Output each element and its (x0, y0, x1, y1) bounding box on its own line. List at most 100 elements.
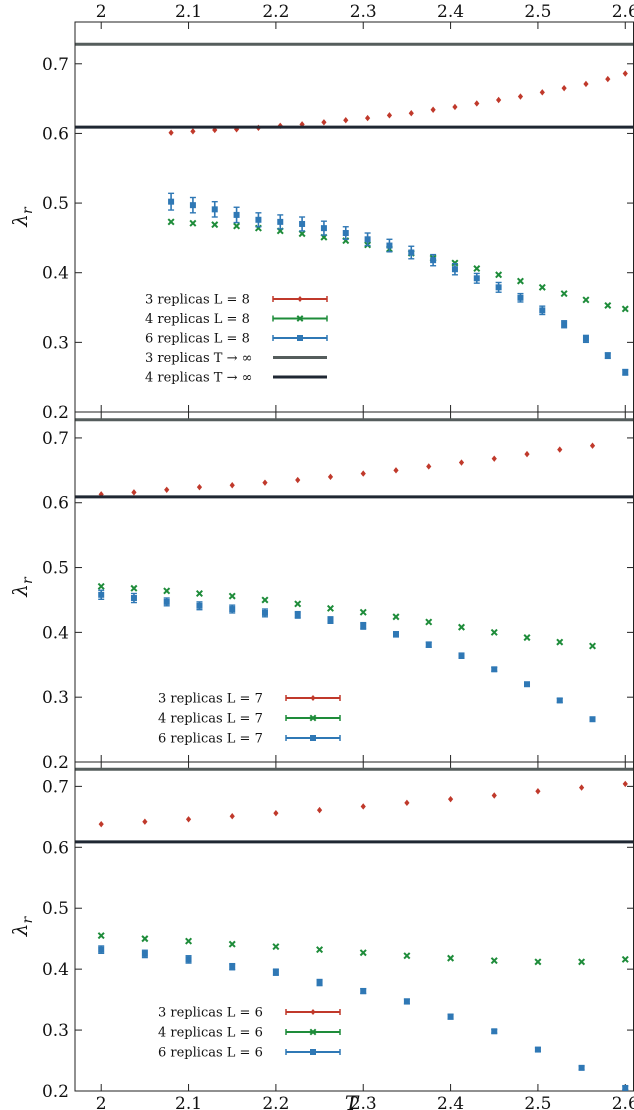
data-point (393, 467, 399, 474)
data-point (97, 582, 105, 590)
data-point (496, 96, 502, 104)
data-point (473, 265, 481, 273)
data-point (164, 486, 170, 493)
data-point (425, 618, 433, 626)
data-point (228, 592, 236, 600)
panel-1: 2 2.1 2.2 2.3 2.4 2.5 2.6 0.2 0.3 0.4 0.5 0.6 0.7 λr 3… (8, 2, 634, 423)
legend-marker (310, 1009, 316, 1015)
data-point (561, 321, 568, 328)
data-point (229, 963, 236, 970)
data-point (211, 206, 218, 213)
data-point (556, 638, 564, 646)
data-point (539, 307, 546, 314)
x-tick-label: 2.1 (175, 2, 202, 22)
x-tick-label: 2.1 (175, 1094, 202, 1110)
data-point (130, 584, 138, 592)
data-point (343, 116, 349, 124)
data-point (425, 641, 432, 648)
data-point (228, 940, 236, 948)
data-point (196, 602, 203, 609)
data-point (365, 114, 371, 122)
data-point (622, 369, 629, 376)
data-point (517, 93, 524, 100)
data-point (168, 198, 175, 205)
data-point (190, 128, 196, 135)
data-point (130, 595, 137, 602)
y-tick-label: 0.5 (42, 559, 69, 579)
data-point (490, 957, 498, 965)
x-tick-label: 2 (96, 2, 107, 22)
data-point (622, 70, 628, 77)
data-point (583, 80, 589, 88)
data-point (516, 277, 524, 285)
legend-marker (296, 315, 304, 322)
data-point (458, 459, 465, 466)
legend-marker (310, 1049, 316, 1055)
data-point (495, 284, 502, 291)
data-point (97, 932, 105, 940)
data-point (578, 1064, 585, 1071)
data-point (141, 935, 149, 943)
y-tick-label: 0.7 (42, 55, 69, 75)
y-tick-label: 0.6 (42, 124, 69, 144)
data-point (539, 89, 545, 96)
data-point (621, 955, 629, 963)
data-point (360, 622, 367, 629)
y-tick-label: 0.3 (42, 1021, 69, 1041)
data-point (561, 84, 567, 92)
data-point (359, 608, 367, 616)
data-point (273, 809, 279, 817)
plot-frame (74, 411, 634, 763)
y-tick-label: 0.4 (42, 264, 69, 284)
x-tick-label: 2.2 (262, 1094, 289, 1110)
data-point (294, 600, 302, 608)
data-point (233, 211, 240, 218)
y-tick-label: 0.4 (42, 960, 69, 980)
data-point (458, 652, 465, 659)
data-point (360, 988, 367, 995)
data-point (556, 697, 563, 704)
y-tick-label: 0.6 (42, 494, 69, 514)
data-point (495, 271, 503, 279)
data-point (229, 813, 235, 820)
data-point (426, 463, 432, 470)
data-point (261, 596, 269, 604)
data-point (163, 598, 170, 605)
data-point (327, 617, 334, 624)
legend-marker (297, 296, 303, 302)
data-point (578, 784, 585, 791)
data-point (195, 589, 203, 597)
data-point (534, 1046, 541, 1053)
data-point (295, 476, 301, 484)
data-point (98, 591, 105, 598)
x-tick-label: 2.3 (350, 2, 377, 22)
y-tick-label: 0.7 (42, 777, 69, 797)
data-point (535, 788, 541, 795)
x-tick-label: 2 (96, 1094, 107, 1110)
data-point (408, 249, 415, 256)
legend-marker (310, 735, 316, 741)
data-point (386, 242, 393, 249)
data-point (578, 958, 586, 966)
legend-label: 3 replicas L = 8 (145, 293, 250, 308)
data-point (557, 446, 563, 453)
data-point (189, 202, 196, 209)
data-point (167, 218, 175, 226)
x-tick-label: 2.5 (524, 1094, 551, 1110)
data-point (473, 275, 480, 282)
x-tick-label: 2.6 (612, 2, 634, 22)
data-point (316, 979, 323, 986)
data-point (589, 442, 596, 449)
data-point (316, 806, 323, 814)
y-tick-label: 0.5 (42, 194, 69, 214)
data-point (168, 129, 174, 136)
data-point (255, 216, 262, 223)
data-point (196, 483, 203, 491)
data-point (491, 1028, 498, 1035)
data-point (233, 222, 241, 230)
legend-marker (309, 1028, 317, 1036)
legend-label: 4 replicas L = 7 (158, 712, 263, 727)
data-point (430, 257, 437, 264)
data-point (490, 628, 498, 636)
